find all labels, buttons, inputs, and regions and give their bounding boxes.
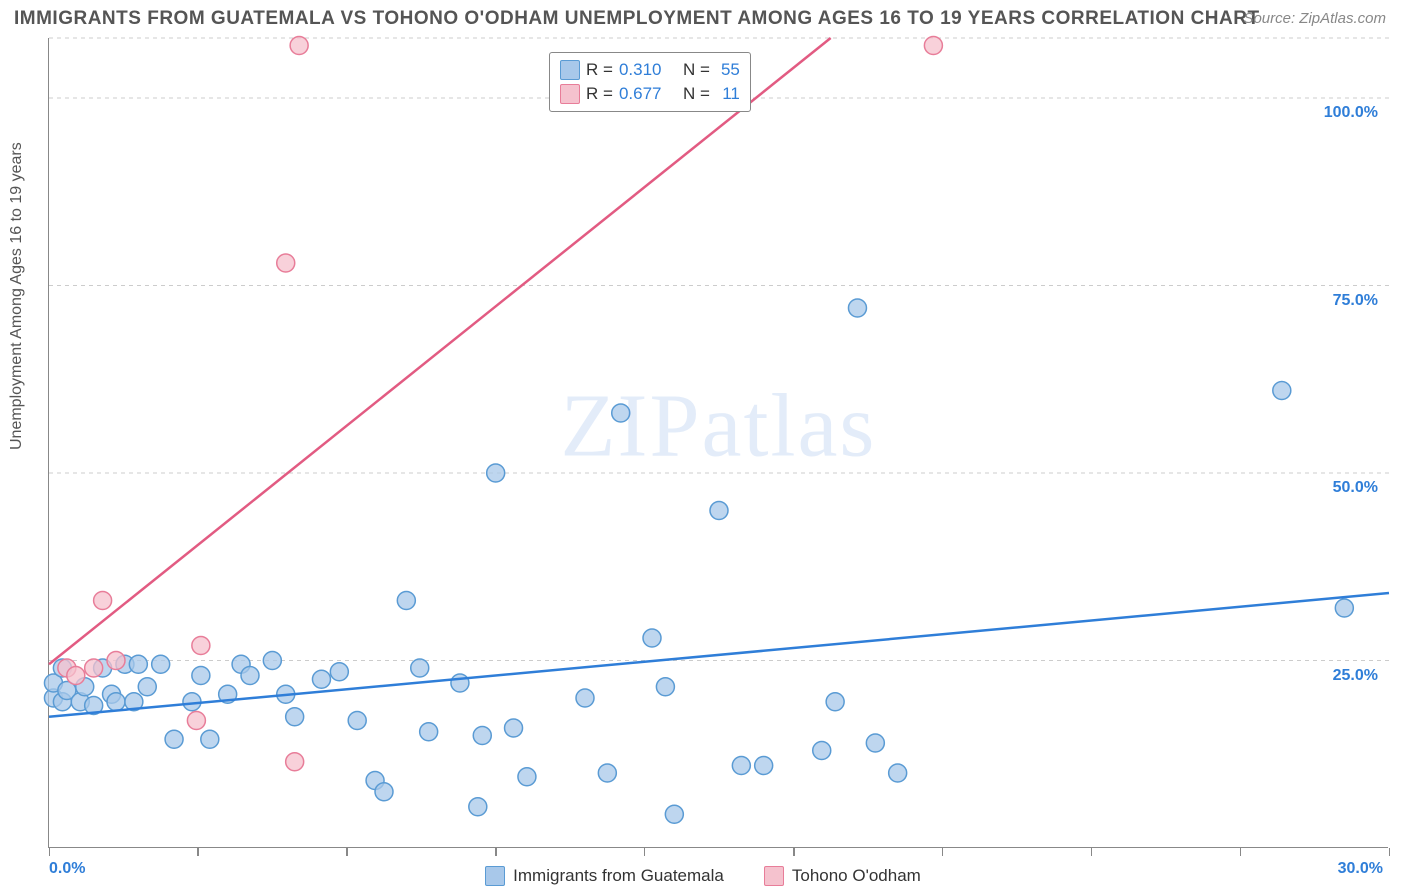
legend-item: Tohono O'odham [764, 866, 921, 886]
source-label: Source: ZipAtlas.com [1243, 10, 1386, 27]
data-point [411, 659, 429, 677]
x-tick [1240, 848, 1242, 856]
x-tick [1091, 848, 1093, 856]
legend-item: Immigrants from Guatemala [485, 866, 724, 886]
data-point [348, 712, 366, 730]
legend-swatch [560, 60, 580, 80]
x-tick [942, 848, 944, 856]
data-point [397, 592, 415, 610]
data-point [330, 663, 348, 681]
n-label: N = [683, 82, 710, 106]
x-tick [49, 848, 51, 856]
x-tick [346, 848, 348, 856]
n-value: 11 [716, 82, 740, 106]
x-tick [644, 848, 646, 856]
data-point [826, 693, 844, 711]
data-point [152, 655, 170, 673]
data-point [290, 37, 308, 55]
data-point [67, 667, 85, 685]
data-point [192, 667, 210, 685]
data-point [241, 667, 259, 685]
data-point [612, 404, 630, 422]
scatter-svg [49, 38, 1388, 847]
data-point [85, 659, 103, 677]
r-label: R = [586, 82, 613, 106]
data-point [187, 712, 205, 730]
trend-line [49, 38, 831, 664]
data-point [576, 689, 594, 707]
data-point [643, 629, 661, 647]
trend-line [49, 593, 1389, 717]
y-tick-label: 25.0% [1333, 667, 1378, 685]
n-label: N = [683, 58, 710, 82]
data-point [848, 299, 866, 317]
data-point [469, 798, 487, 816]
y-tick-label: 50.0% [1333, 479, 1378, 497]
data-point [375, 783, 393, 801]
data-point [732, 757, 750, 775]
x-tick [793, 848, 795, 856]
r-value: 0.310 [619, 58, 662, 82]
data-point [598, 764, 616, 782]
plot-area: ZIPatlas R = 0.310 N = 55 R = 0.677 N = … [48, 38, 1388, 848]
data-point [924, 37, 942, 55]
data-point [889, 764, 907, 782]
legend-swatch [560, 84, 580, 104]
legend-swatch [764, 866, 784, 886]
r-value: 0.677 [619, 82, 662, 106]
data-point [451, 674, 469, 692]
data-point [263, 652, 281, 670]
stats-legend: R = 0.310 N = 55 R = 0.677 N = 11 [549, 52, 751, 112]
data-point [286, 753, 304, 771]
data-point [312, 670, 330, 688]
data-point [286, 708, 304, 726]
legend-row: R = 0.310 N = 55 [560, 58, 740, 82]
data-point [94, 592, 112, 610]
data-point [107, 652, 125, 670]
legend-swatch [485, 866, 505, 886]
data-point [813, 742, 831, 760]
data-point [129, 655, 147, 673]
x-tick [197, 848, 199, 856]
data-point [518, 768, 536, 786]
data-point [1335, 599, 1353, 617]
y-tick-label: 75.0% [1333, 292, 1378, 310]
data-point [1273, 382, 1291, 400]
x-tick [495, 848, 497, 856]
data-point [755, 757, 773, 775]
chart-title: IMMIGRANTS FROM GUATEMALA VS TOHONO O'OD… [14, 8, 1260, 30]
data-point [710, 502, 728, 520]
data-point [656, 678, 674, 696]
data-point [107, 693, 125, 711]
r-label: R = [586, 58, 613, 82]
legend-label: Immigrants from Guatemala [513, 866, 724, 886]
y-axis-label: Unemployment Among Ages 16 to 19 years [8, 142, 26, 450]
x-tick [1389, 848, 1391, 856]
data-point [201, 730, 219, 748]
data-point [138, 678, 156, 696]
series-legend: Immigrants from Guatemala Tohono O'odham [0, 866, 1406, 886]
data-point [473, 727, 491, 745]
n-value: 55 [716, 58, 740, 82]
data-point [192, 637, 210, 655]
legend-row: R = 0.677 N = 11 [560, 82, 740, 106]
data-point [505, 719, 523, 737]
data-point [277, 254, 295, 272]
data-point [165, 730, 183, 748]
data-point [866, 734, 884, 752]
data-point [420, 723, 438, 741]
y-tick-label: 100.0% [1324, 104, 1378, 122]
data-point [487, 464, 505, 482]
legend-label: Tohono O'odham [792, 866, 921, 886]
data-point [665, 805, 683, 823]
